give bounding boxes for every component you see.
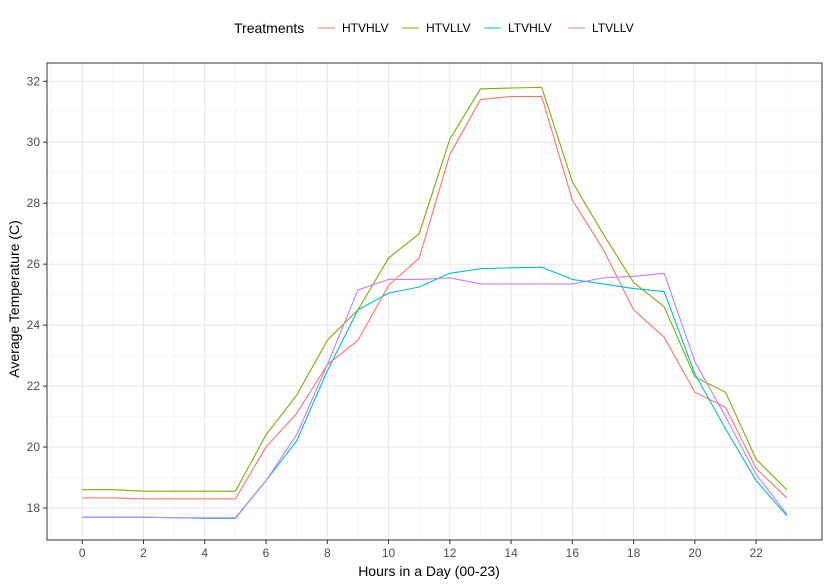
x-tick-label: 8	[324, 546, 331, 560]
series-line-htvllv	[82, 86, 788, 492]
legend-title: Treatments	[234, 20, 304, 36]
plot-panel	[46, 62, 823, 541]
legend-label-ltvhlv: LTVHLV	[508, 21, 552, 35]
x-tick-label: 22	[749, 546, 763, 560]
x-tick-label: 2	[140, 546, 147, 560]
legend-label-ltvllv: LTVLLV	[592, 21, 634, 35]
y-tick-label: 32	[27, 74, 41, 88]
x-axis-title: Hours in a Day (00-23)	[358, 563, 500, 579]
x-axis: 0 2 4 6 8 10 12 14 16 18 20 22	[79, 540, 763, 560]
legend: Treatments HTVHLV HTVLLV LTVHLV LTVLLV	[234, 20, 634, 36]
y-tick-label: 24	[27, 318, 41, 332]
y-tick-label: 28	[27, 196, 41, 210]
x-tick-label: 6	[263, 546, 270, 560]
series-line-ltvllv	[82, 272, 788, 519]
y-tick-label: 18	[27, 501, 41, 515]
x-tick-label: 20	[688, 546, 702, 560]
y-tick-label: 20	[27, 440, 41, 454]
legend-label-htvhlv: HTVHLV	[342, 21, 388, 35]
y-tick-label: 30	[27, 135, 41, 149]
x-tick-label: 14	[504, 546, 518, 560]
x-tick-label: 0	[79, 546, 86, 560]
x-tick-label: 4	[201, 546, 208, 560]
y-axis-title: Average Temperature (C)	[6, 220, 22, 377]
panel-border	[46, 62, 823, 541]
x-tick-label: 16	[566, 546, 580, 560]
x-tick-label: 12	[443, 546, 457, 560]
x-tick-label: 18	[627, 546, 641, 560]
series-line-htvhlv	[82, 95, 788, 500]
series-line-ltvhlv	[82, 266, 788, 519]
y-tick-label: 22	[27, 379, 41, 393]
x-tick-label: 10	[382, 546, 396, 560]
y-tick-label: 26	[27, 257, 41, 271]
legend-label-htvllv: HTVLLV	[426, 21, 470, 35]
y-axis: 18 20 22 24 26 28 30 32	[27, 74, 47, 515]
